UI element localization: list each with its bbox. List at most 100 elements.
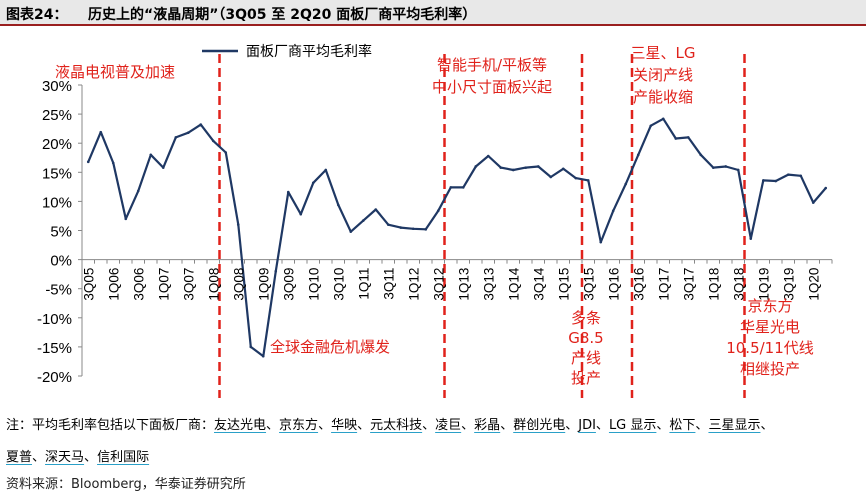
data-point — [611, 209, 615, 213]
data-point — [799, 174, 803, 178]
series-line — [87, 117, 827, 358]
x-tick-label: 1Q20 — [806, 268, 821, 301]
y-tick-label: -5% — [45, 282, 72, 299]
x-tick-label: 3Q16 — [631, 268, 646, 301]
legend: 面板厂商平均毛利率 — [202, 43, 372, 60]
note-separator: 、 — [266, 418, 280, 433]
annotation-text: 相继投产 — [740, 360, 800, 378]
line-chart: 30% 25% 20% 15% 10% 5% 0% -5% -10% -15% -20% 3Q05 1… — [37, 43, 833, 398]
x-tick-label: 1Q19 — [756, 268, 771, 301]
data-point — [299, 212, 303, 216]
data-point — [211, 139, 215, 143]
data-point — [636, 153, 640, 157]
data-point — [324, 168, 328, 172]
data-point — [824, 186, 828, 190]
data-point — [86, 160, 90, 164]
note-company: 三星显示 — [708, 418, 761, 433]
note-company: 友达光电 — [214, 418, 267, 433]
note-company: 深天马 — [45, 450, 85, 465]
x-tick-label: 1Q06 — [106, 268, 121, 301]
x-tick-label: 1Q18 — [706, 268, 721, 301]
data-point — [561, 167, 565, 171]
x-tick-label: 1Q11 — [356, 268, 371, 300]
note-separator: 、 — [461, 418, 475, 433]
data-point — [311, 181, 315, 185]
x-tick-label: 3Q08 — [231, 268, 246, 301]
note-company: 元太科技 — [370, 418, 423, 433]
data-point — [786, 173, 790, 176]
data-point — [249, 345, 253, 349]
y-tick-label: 30% — [42, 78, 72, 95]
data-point — [99, 130, 103, 134]
note-separator: 、 — [595, 418, 609, 433]
x-tick-label: 1Q15 — [556, 268, 571, 301]
note-separator: 、 — [84, 450, 98, 465]
x-tick-label: 3Q14 — [531, 267, 546, 301]
data-point — [524, 166, 528, 169]
data-point — [736, 168, 740, 172]
data-point — [774, 179, 778, 183]
x-tick-label: 3Q05 — [81, 268, 96, 301]
note-separator: 、 — [422, 418, 436, 433]
data-point — [461, 186, 465, 189]
data-point — [686, 136, 690, 139]
x-tick-label: 3Q15 — [581, 268, 596, 301]
data-point — [724, 165, 728, 168]
note-company: JDI — [578, 418, 596, 433]
data-point — [336, 203, 340, 207]
data-point — [386, 223, 390, 226]
note-prefix: 注：平均毛利率包括以下面板厂商： — [6, 418, 215, 433]
note-company: 彩晶 — [474, 418, 501, 433]
data-point — [374, 208, 378, 211]
x-tick-label: 3Q19 — [781, 268, 796, 301]
data-point — [149, 153, 153, 157]
x-tick-label: 3Q13 — [481, 268, 496, 301]
x-tick-label: 1Q12 — [406, 268, 421, 301]
annotation-text: 中小尺寸面板兴起 — [432, 78, 552, 96]
y-tick-label: 20% — [42, 136, 72, 153]
x-tick-label: 3Q06 — [131, 268, 146, 301]
data-point — [111, 161, 115, 165]
data-point — [624, 182, 628, 186]
data-point — [274, 269, 278, 273]
data-point — [574, 176, 578, 180]
data-point — [286, 190, 290, 194]
event-markers — [218, 54, 746, 398]
data-point — [661, 117, 665, 121]
note-company: 京东方 — [279, 418, 319, 433]
note-company: 华映 — [331, 418, 358, 433]
data-point — [436, 209, 440, 213]
y-tick-label: 10% — [42, 194, 72, 211]
x-tick-label: 3Q10 — [331, 268, 346, 301]
annotation-text: 液晶电视普及加速 — [55, 63, 175, 81]
data-point — [549, 175, 553, 179]
note-separator: 、 — [318, 418, 332, 433]
data-point — [349, 230, 353, 233]
data-point — [261, 354, 265, 358]
note-separator: 、 — [695, 418, 709, 433]
x-tick-label: 1Q08 — [206, 268, 221, 301]
data-point — [399, 226, 403, 229]
data-point — [411, 227, 415, 231]
data-point — [449, 186, 453, 189]
x-tick-label: 1Q09 — [256, 268, 271, 301]
data-point — [161, 166, 165, 169]
data-point — [674, 137, 678, 140]
data-point — [174, 136, 178, 139]
series-layer — [86, 117, 828, 358]
x-tick-label: 1Q10 — [306, 268, 321, 301]
data-point — [811, 201, 815, 204]
note-separator: 、 — [500, 418, 514, 433]
note-separator: 、 — [565, 418, 579, 433]
x-tick-label: 1Q13 — [456, 268, 471, 301]
annotation-text: G8.5 — [568, 329, 603, 347]
annotation-text: 投产 — [571, 369, 601, 387]
x-tick-label: 3Q07 — [181, 268, 196, 301]
x-tick-label: 3Q17 — [681, 268, 696, 301]
figure-header: 图表24： 历史上的“液晶周期”（3Q05 至 2Q20 面板厂商平均毛利率） — [0, 0, 866, 26]
annotation-text: 关闭产线 — [633, 66, 693, 84]
x-tick-label: 3Q12 — [431, 268, 446, 301]
annotation-text: 多条 — [571, 309, 601, 327]
annotation-text: 华星光电 — [740, 318, 800, 336]
